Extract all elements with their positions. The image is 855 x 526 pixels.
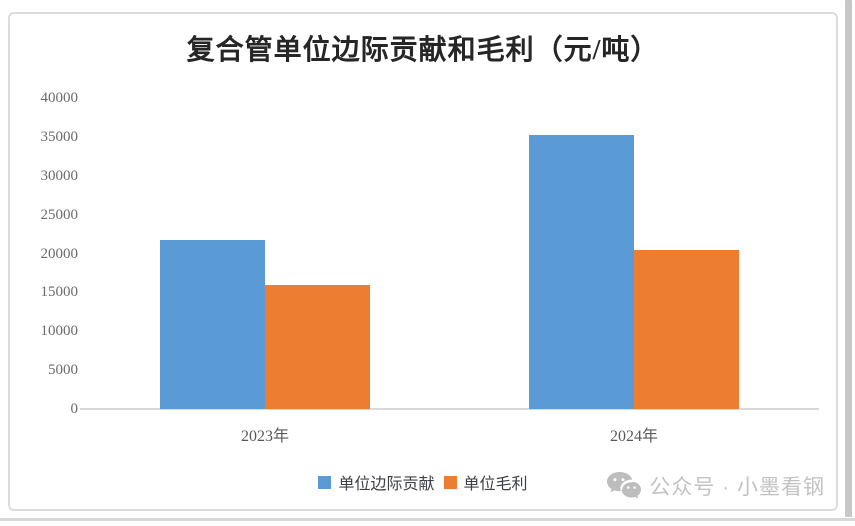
bar-单位边际贡献-2023年 [160,239,265,409]
legend-item: 单位边际贡献 [318,470,435,494]
chart-title: 复合管单位边际贡献和毛利（元/吨） [186,35,660,66]
x-axis-category-label: 2023年 [240,428,289,445]
legend-swatch [443,475,457,489]
y-axis-tick-label: 25000 [40,206,79,223]
watermark: 公众号 · 小墨看钢 [605,470,825,502]
legend-swatch [318,475,332,489]
page-bottom-divider [0,518,855,521]
bar-单位毛利-2024年 [634,250,739,409]
bar-单位毛利-2023年 [265,285,370,409]
y-axis-tick-label: 35000 [40,128,79,145]
chart-legend: 单位边际贡献 单位毛利 [8,470,838,494]
watermark-text: 公众号 · 小墨看钢 [649,476,825,499]
y-axis-tick-label: 15000 [40,284,79,301]
y-axis-tick-label: 0 [70,401,79,417]
legend-item: 单位毛利 [443,470,528,494]
y-axis-tick-label: 10000 [40,323,79,340]
wechat-icon [607,472,642,499]
vertical-scrollbar[interactable] [845,0,852,517]
legend-label: 单位边际贡献 [338,476,435,493]
bar-单位边际贡献-2024年 [529,134,634,409]
y-axis-tick-label: 30000 [40,167,79,184]
x-axis-line [80,408,819,410]
y-axis-tick-label: 5000 [48,362,78,379]
legend-label: 单位毛利 [463,476,528,493]
x-axis-category-label: 2024年 [609,428,658,445]
y-axis-tick-label: 20000 [40,245,79,262]
y-axis-tick-label: 40000 [40,90,79,106]
